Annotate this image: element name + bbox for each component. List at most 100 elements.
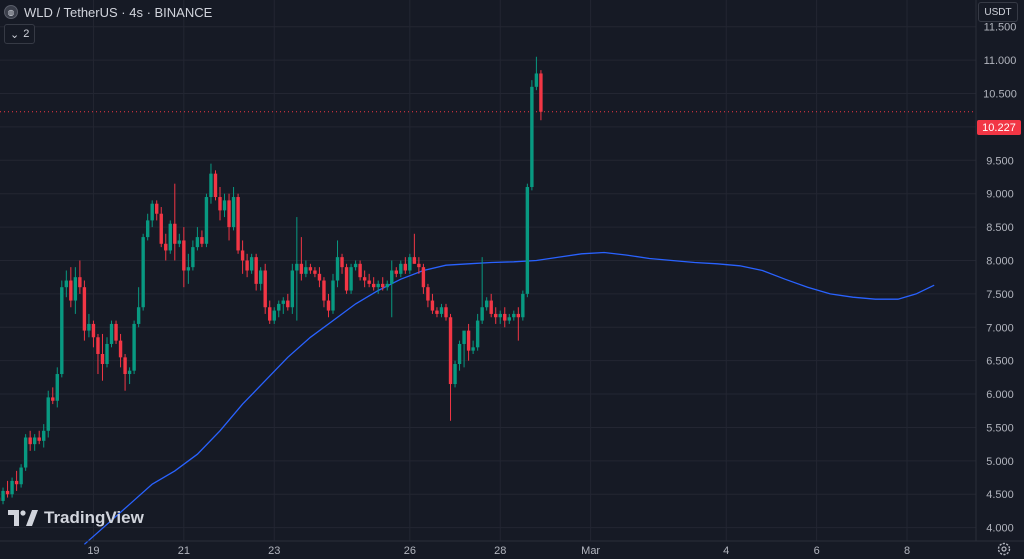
- candle-body: [353, 263, 358, 268]
- candle-body: [19, 467, 23, 485]
- candle-body: [295, 263, 299, 271]
- candle: [127, 367, 132, 385]
- candle: [150, 200, 154, 228]
- time-axis[interactable]: 1921232628Mar46811: [87, 545, 1024, 557]
- candle-body: [96, 337, 100, 354]
- symbol-header[interactable]: ◍ WLD / TetherUS · 4s · BINANCE: [4, 3, 212, 21]
- price-tick-label: 4.000: [986, 523, 1014, 535]
- candle: [254, 253, 258, 291]
- candle-body: [371, 283, 376, 288]
- candle-body: [218, 197, 222, 211]
- candle-body: [304, 267, 308, 274]
- candle: [412, 233, 417, 264]
- candle-body: [507, 317, 511, 321]
- candle: [277, 300, 281, 318]
- candle: [358, 260, 362, 281]
- candle-body: [109, 323, 114, 344]
- symbol-title: WLD / TetherUS · 4s · BINANCE: [24, 4, 213, 20]
- candle-body: [448, 317, 453, 385]
- time-tick-label: 21: [178, 545, 190, 557]
- price-tick-label: 8.000: [986, 255, 1014, 267]
- candle-body: [286, 300, 290, 308]
- candle: [69, 267, 73, 308]
- candle: [326, 293, 331, 318]
- candle-body: [87, 323, 91, 331]
- candle-body: [100, 353, 105, 365]
- candle: [231, 187, 236, 231]
- candle: [91, 320, 96, 348]
- moving-average-line: [83, 251, 935, 545]
- candle-body: [498, 313, 502, 318]
- candle: [159, 207, 163, 248]
- candle-body: [114, 323, 118, 341]
- candle: [105, 337, 109, 368]
- candle-body: [313, 270, 317, 274]
- candle-body: [136, 307, 141, 324]
- candle: [281, 297, 285, 314]
- price-tick-label: 5.000: [986, 456, 1014, 468]
- candle-body: [480, 307, 484, 321]
- candle: [123, 353, 127, 391]
- currency-button[interactable]: USDT: [978, 2, 1018, 22]
- candle-body: [444, 307, 448, 318]
- candle: [426, 283, 430, 308]
- candle-body: [399, 263, 403, 274]
- gear-icon[interactable]: [996, 541, 1012, 557]
- candle: [191, 240, 195, 271]
- candle: [362, 270, 367, 288]
- time-tick-label: 6: [814, 545, 820, 557]
- candle-body: [240, 250, 245, 261]
- candle-body: [245, 260, 249, 271]
- candle: [60, 280, 64, 378]
- indicator-count: 2: [23, 28, 30, 40]
- candle-body: [376, 283, 380, 288]
- candle: [186, 253, 191, 284]
- candle-body: [394, 270, 398, 274]
- price-tick-label: 11.000: [984, 55, 1017, 67]
- candle-body: [317, 273, 322, 281]
- price-axis[interactable]: 11.50011.00010.50010.0009.5009.0008.5008…: [983, 22, 1017, 535]
- candles-layer: [0, 56, 543, 505]
- candle-body: [390, 270, 394, 284]
- candle: [73, 267, 78, 314]
- candle: [489, 293, 493, 318]
- time-tick-label: 8: [904, 545, 910, 557]
- candle-body: [51, 397, 55, 401]
- candle: [516, 307, 521, 341]
- candle: [421, 263, 426, 294]
- candle: [236, 193, 240, 254]
- tradingview-logo[interactable]: TradingView: [8, 508, 144, 528]
- candle-body: [403, 263, 408, 271]
- candle-body: [272, 310, 276, 321]
- candle: [5, 480, 10, 498]
- candle-body: [534, 73, 539, 87]
- candle: [308, 263, 313, 274]
- candle: [484, 297, 489, 311]
- candle: [390, 260, 394, 318]
- candle: [475, 313, 480, 351]
- candle: [218, 187, 222, 221]
- candle-body: [385, 283, 389, 288]
- candle-body: [516, 313, 521, 318]
- candle-body: [37, 437, 41, 441]
- candle: [177, 233, 182, 248]
- price-tick-label: 9.500: [986, 155, 1014, 167]
- candle: [173, 183, 177, 261]
- candle: [453, 360, 457, 388]
- candle-body: [231, 197, 236, 228]
- candle: [299, 237, 304, 281]
- candle: [439, 303, 444, 318]
- price-tick-label: 6.000: [986, 389, 1014, 401]
- indicators-collapse-button[interactable]: ⌄ 2: [4, 24, 36, 44]
- candle-body: [46, 397, 50, 431]
- time-tick-label: 23: [268, 545, 280, 557]
- candle: [494, 307, 498, 324]
- candle: [272, 307, 276, 324]
- candle-body: [308, 267, 313, 271]
- candle-body: [344, 267, 349, 291]
- candle: [430, 293, 435, 314]
- candle-body: [55, 374, 59, 401]
- candle: [340, 253, 344, 274]
- last-price-badge: 10.227: [977, 120, 1021, 135]
